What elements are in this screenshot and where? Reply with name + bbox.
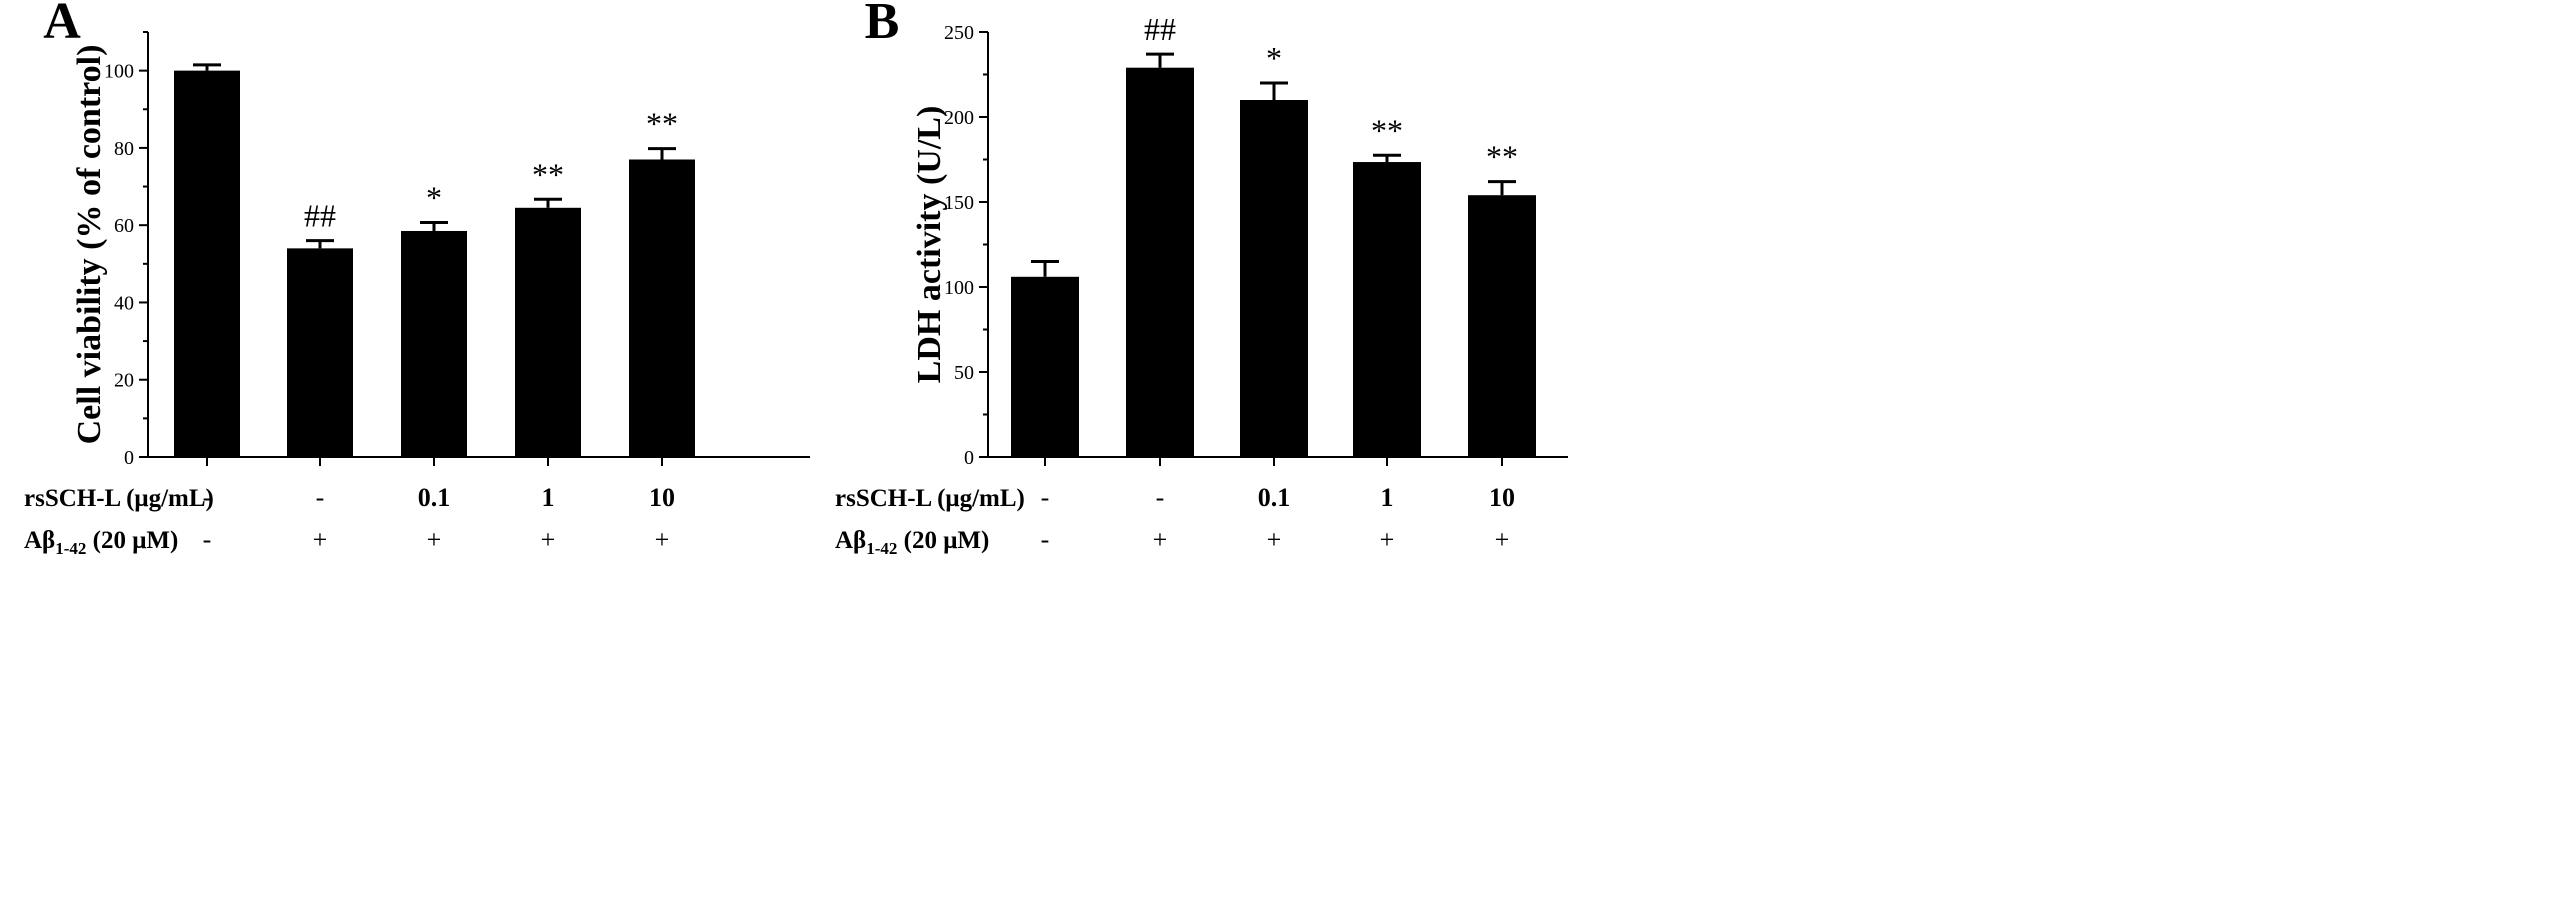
y-axis-label: LDH activity (U/L)	[911, 106, 948, 384]
condition-value: +	[1380, 525, 1395, 554]
y-tick-label: 100	[944, 277, 974, 299]
y-tick-label: 80	[114, 138, 134, 160]
significance-label: **	[532, 156, 564, 192]
bar	[1240, 100, 1308, 457]
y-tick-label: 200	[944, 107, 974, 129]
condition-value: +	[1267, 525, 1282, 554]
condition-value: +	[541, 525, 556, 554]
row-label-subscript: 1-42	[55, 539, 86, 558]
panel-label: B	[865, 0, 900, 50]
condition-value: -	[1156, 483, 1165, 512]
y-tick-label: 0	[124, 447, 134, 469]
condition-value: +	[655, 525, 670, 554]
y-tick-label: 0	[964, 447, 974, 469]
condition-value: +	[1495, 525, 1510, 554]
row-label-rest: (20 μM)	[86, 527, 178, 554]
significance-label: ##	[304, 198, 336, 234]
y-tick-label: 60	[114, 215, 134, 237]
condition-value: 0.1	[1258, 483, 1291, 512]
y-tick-label: 50	[954, 362, 974, 384]
condition-value: +	[313, 525, 328, 554]
y-tick-label: 20	[114, 370, 134, 392]
significance-label: *	[426, 179, 442, 215]
significance-label: **	[646, 106, 678, 142]
condition-value: -	[1041, 525, 1050, 554]
bar	[1126, 67, 1194, 457]
y-tick-label: 250	[944, 22, 974, 44]
condition-value: -	[203, 483, 212, 512]
bar	[174, 70, 240, 458]
bar	[287, 248, 353, 457]
condition-row-label: Aβ1-42 (20 μM)	[24, 527, 178, 558]
condition-value: 10	[1489, 483, 1515, 512]
bar	[401, 230, 467, 457]
condition-row-label: Aβ1-42 (20 μM)	[835, 527, 989, 558]
y-tick-label: 40	[114, 292, 134, 314]
row-label-main: Aβ	[835, 527, 866, 554]
condition-value: 10	[649, 483, 675, 512]
y-axis-label: Cell viability (% of control)	[71, 45, 108, 445]
significance-label: **	[1486, 139, 1518, 175]
bar	[1011, 276, 1079, 457]
significance-label: *	[1266, 40, 1282, 76]
condition-value: +	[427, 525, 442, 554]
row-label-subscript: 1-42	[866, 539, 897, 558]
condition-value: 0.1	[418, 483, 451, 512]
condition-row-label: rsSCH-L (μg/mL)	[24, 485, 214, 512]
condition-row-label: rsSCH-L (μg/mL)	[835, 485, 1025, 512]
condition-value: 1	[1381, 483, 1394, 512]
bar	[629, 159, 695, 457]
significance-label: **	[1371, 112, 1403, 148]
bar	[1468, 195, 1536, 457]
condition-value: -	[316, 483, 325, 512]
y-tick-label: 100	[104, 61, 134, 83]
row-label-main: Aβ	[24, 527, 55, 554]
condition-value: -	[1041, 483, 1050, 512]
bar	[515, 207, 581, 457]
row-label-rest: (20 μM)	[897, 527, 989, 554]
significance-label: ##	[1144, 11, 1176, 47]
condition-value: +	[1153, 525, 1168, 554]
panel-label: A	[43, 0, 81, 50]
condition-value: 1	[542, 483, 555, 512]
y-tick-label: 150	[944, 192, 974, 214]
condition-value: -	[203, 525, 212, 554]
bar	[1353, 162, 1421, 458]
